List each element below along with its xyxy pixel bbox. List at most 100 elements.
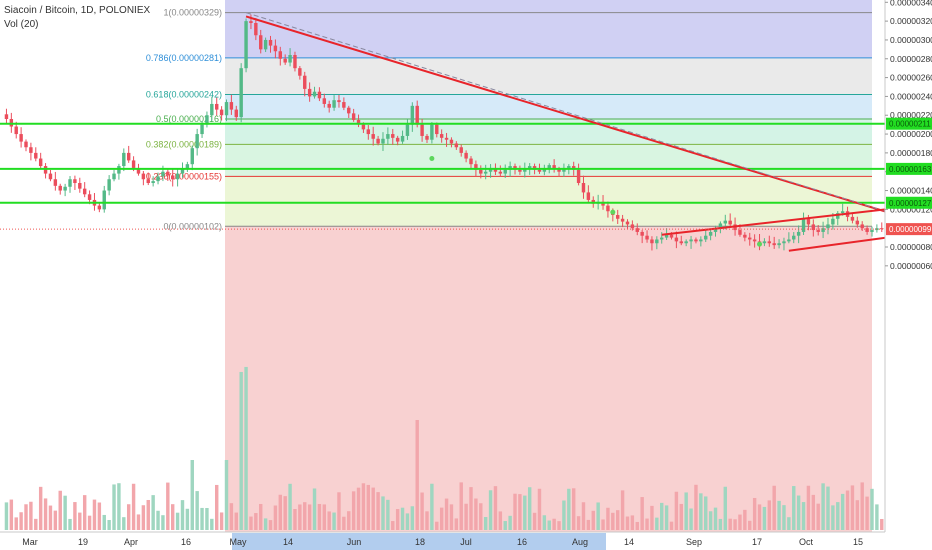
volume-bar [200,507,204,530]
candle-body [400,135,405,142]
candle-body [19,134,23,142]
candle-body [361,124,366,130]
volume-bar [611,512,615,530]
level-price-tag [886,196,932,209]
volume-bar [117,483,121,530]
candle-body [816,230,820,232]
volume-bar [332,512,336,530]
volume-bar [860,482,864,530]
last-price-label: 0.00000099 [889,225,932,234]
candle-body [650,239,654,244]
candle-body [752,239,757,242]
price-axis: 0.00000340 0.00000320 0.00000300 0.00000280… [884,0,932,532]
candle-body [699,239,703,242]
volume-bar [146,499,150,530]
volume-bar [78,512,82,530]
volume-bar [796,495,801,530]
volume-bar [532,512,537,530]
volume-bar [126,504,131,530]
candle-body [24,141,28,148]
price-tick-label: 0.00000320 [890,16,932,26]
trendline [245,15,931,227]
candle-body [684,241,688,244]
volume-bar [806,485,811,530]
volume-bar [19,512,23,530]
symbol-title[interactable]: Siacoin / Bitcoin, 1D, POLONIEX [4,5,151,16]
candle-body [557,168,561,172]
candle-body [708,231,713,236]
volume-bar [772,485,776,530]
candle-body [625,221,630,225]
volume-bar [376,492,380,530]
volume-bar [391,521,395,530]
price-axis-bg [885,0,932,532]
volume-bar [669,521,674,530]
volume-bar [606,507,610,530]
candle-body [58,185,62,191]
candle-body [278,51,283,59]
candle-body [826,224,830,229]
volume-bar [9,499,14,530]
time-tick-label: 18 [415,537,425,547]
volume-bar [263,518,268,530]
candle-body [273,45,278,52]
candle-body [307,88,312,97]
candle-body [322,98,327,104]
volume-bar [175,512,180,530]
candle-body [229,102,234,110]
candle-body [87,194,92,200]
selected-range-highlight [232,533,606,550]
candle-body [787,239,791,242]
candle-body [630,224,635,229]
volume-bar [454,518,459,530]
candle-body [806,218,811,225]
volume-bar [249,516,253,530]
volume-bar [156,510,160,530]
time-tick-label: 16 [517,537,527,547]
volume-bar [190,460,194,530]
volume-bar [307,504,312,530]
volume-bar [430,483,434,530]
candle-body [635,228,639,232]
candle-body [371,134,375,139]
candle-body [660,237,664,240]
volume-bar [400,507,405,530]
time-tick-label: Oct [799,537,814,547]
candle-body [303,75,307,89]
volume-bar [645,518,649,530]
candle-body [268,39,273,46]
volume-bar [694,484,698,530]
candle-body [327,103,331,108]
volume-bar [699,493,703,530]
volume-bar [151,495,155,530]
time-tick-label: 16 [181,537,191,547]
volume-indicator-label[interactable]: Vol (20) [4,19,39,30]
volume-bar [601,519,605,530]
price-tick-label: 0.00000200 [890,129,932,139]
volume-bar [205,507,209,530]
time-tick-label: 14 [283,537,293,547]
volume-bar [708,511,713,530]
volume-bar [870,488,874,530]
volume-bar [293,509,297,530]
signal-dot [610,209,616,215]
candle-body [801,218,806,232]
volume-bar [283,496,287,530]
candle-body [166,171,170,176]
volume-bar [826,486,830,530]
time-tick-label: 15 [853,537,863,547]
volume-bar [185,508,190,530]
volume-bar [591,510,595,530]
candle-body [249,21,253,24]
candle-body [567,166,571,168]
volume-bar [317,503,322,530]
volume-bar [655,517,659,530]
candle-body [640,231,644,236]
candle-body [836,213,840,219]
volume-bar [777,500,781,530]
candle-body [34,152,38,159]
candle-body [498,171,503,174]
volume-bar [650,505,654,530]
fib-bands [225,0,872,533]
